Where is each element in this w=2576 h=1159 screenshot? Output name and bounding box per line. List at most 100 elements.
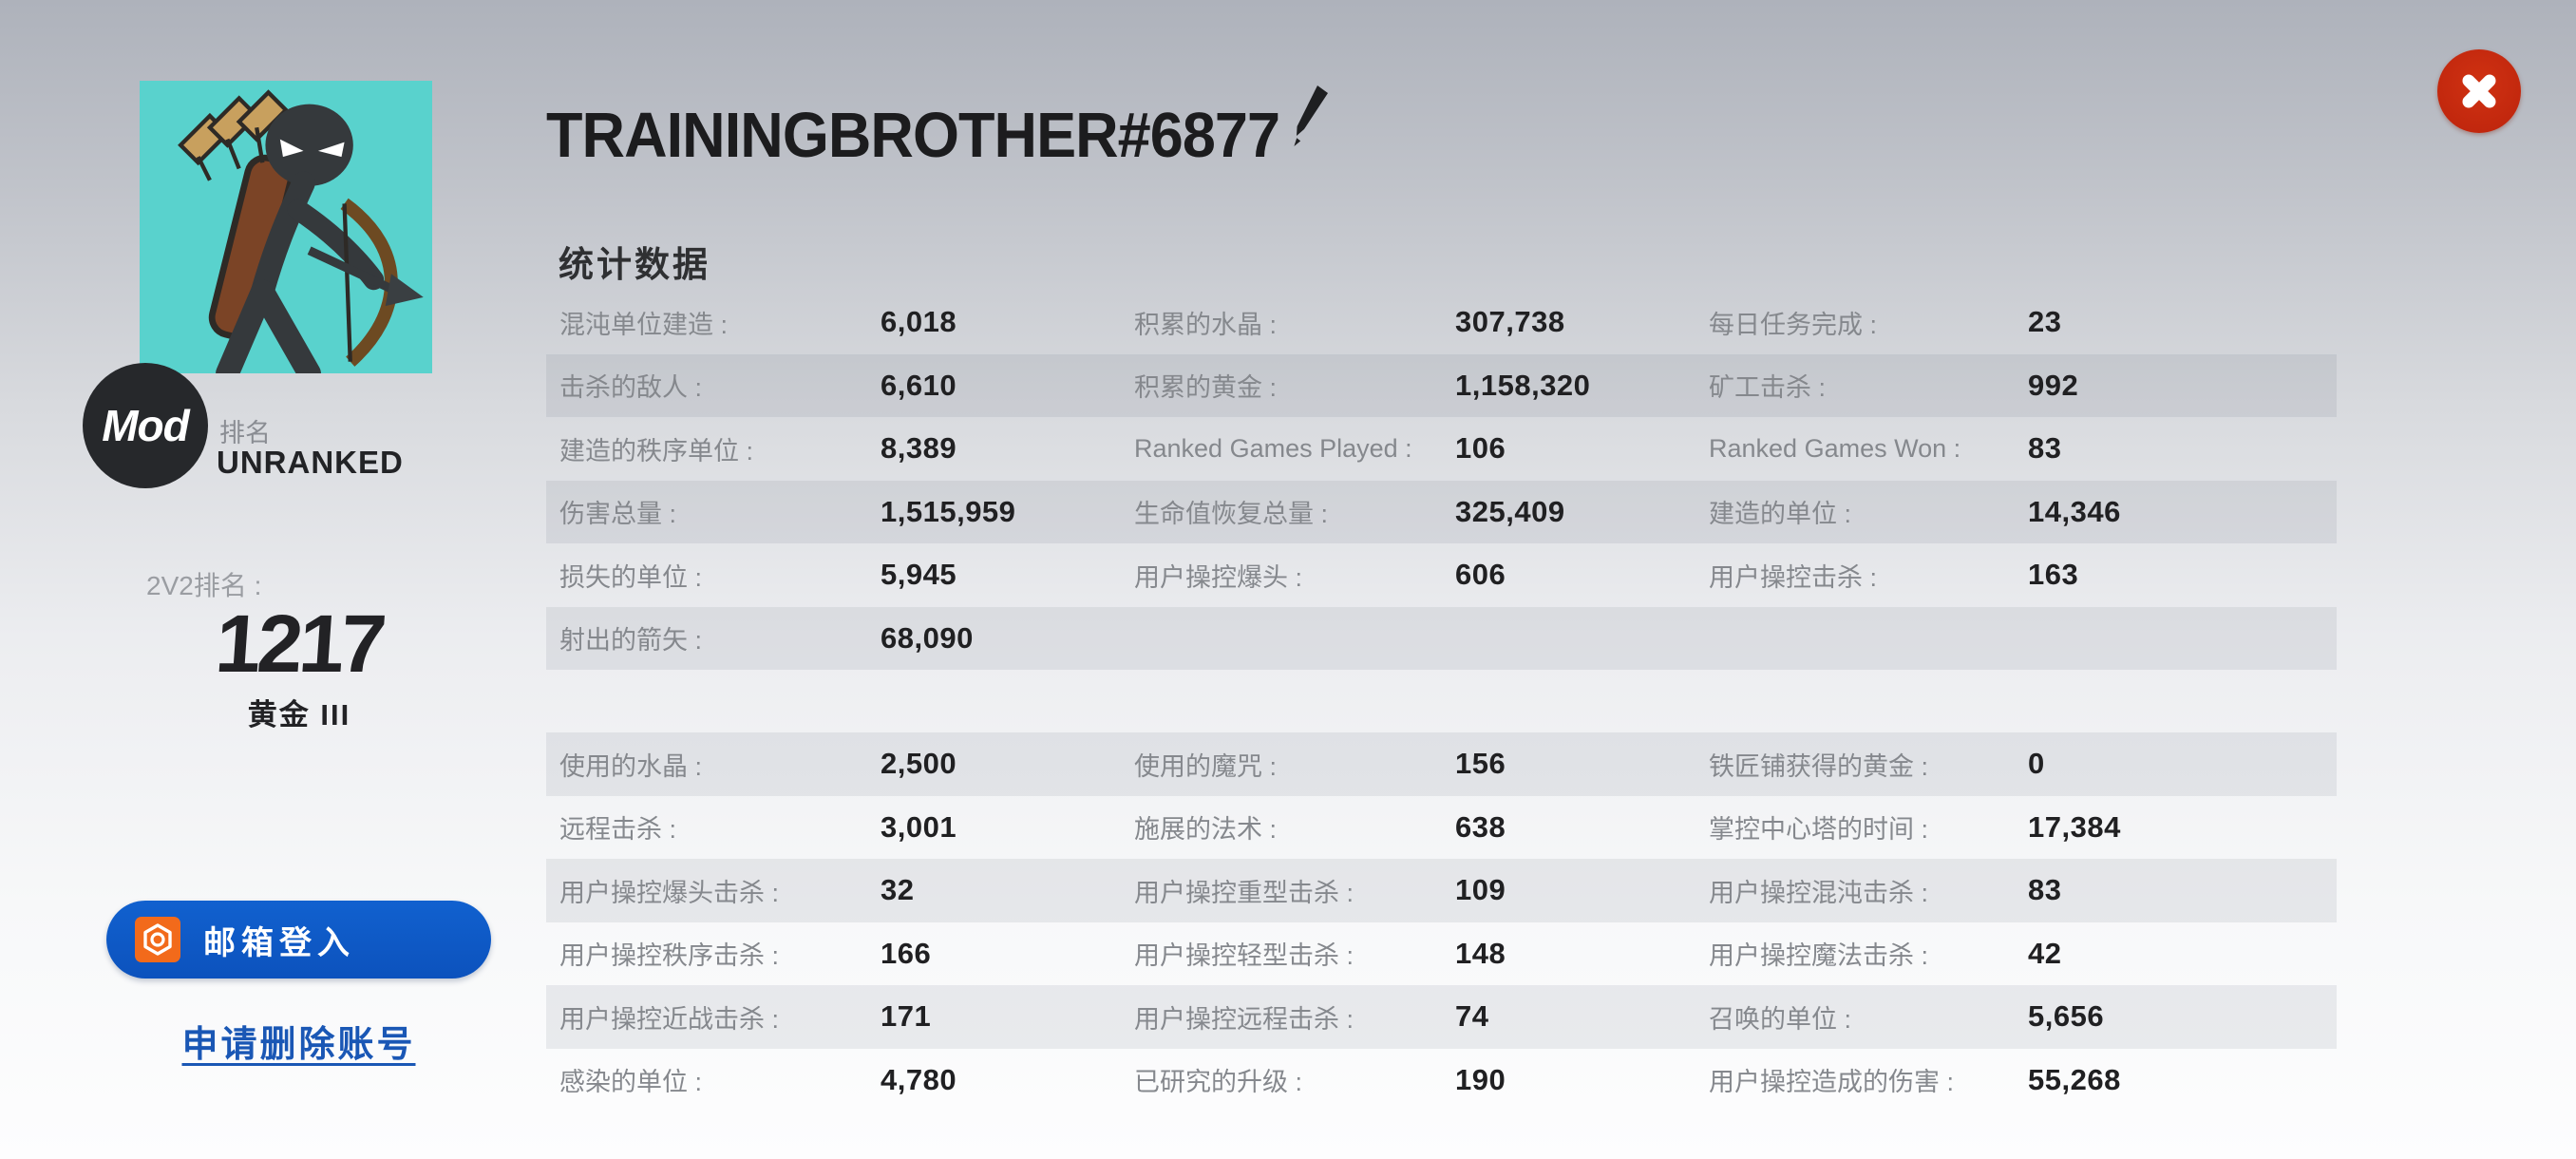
delete-account-link[interactable]: 申请删除账号 xyxy=(181,1025,416,1065)
table-row: 伤害总量 : 1,515,959 生命值恢复总量 : 325,409 建造的单位 : 14… xyxy=(546,480,2337,543)
stat-value: 74 xyxy=(1455,999,1489,1034)
stat-label: 使用的魔咒 : xyxy=(1134,751,1278,781)
stat-label: 混沌单位建造 : xyxy=(559,310,729,339)
stat-label: Ranked Games Won : xyxy=(1709,433,1961,463)
stat-value: 6,610 xyxy=(881,368,957,402)
close-button[interactable] xyxy=(2437,49,2521,133)
stat-value: 1,158,320 xyxy=(1455,368,1591,402)
email-login-button[interactable]: 邮箱登入 xyxy=(106,901,491,978)
stat-label: 铁匠铺获得的黄金 : xyxy=(1709,751,1929,781)
stat-label: 矿工击杀 : xyxy=(1709,373,1827,403)
stat-label: 召唤的单位 : xyxy=(1709,1004,1852,1034)
stat-label: 用户操控远程击杀 : xyxy=(1134,1004,1354,1034)
stat-label: 建造的秩序单位 : xyxy=(559,436,754,466)
stat-label: 用户操控造成的伤害 : xyxy=(1709,1068,1955,1097)
stat-value: 4,780 xyxy=(881,1062,957,1096)
stat-value: 190 xyxy=(1455,1062,1506,1096)
table-row: 使用的水晶 : 2,500 使用的魔咒 : 156 铁匠铺获得的黄金 : 0 xyxy=(546,732,2337,796)
table-row: 击杀的敌人 : 6,610 积累的黄金 : 1,158,320 矿工击杀 : 992 xyxy=(546,353,2337,417)
stats-table-2: 使用的水晶 : 2,500 使用的魔咒 : 156 铁匠铺获得的黄金 : 0 远程击杀 : 3… xyxy=(546,732,2337,1112)
stat-value: 156 xyxy=(1455,747,1506,781)
stat-value: 83 xyxy=(2028,873,2062,907)
table-row: 用户操控秩序击杀 : 166 用户操控轻型击杀 : 148 用户操控魔法击杀 : 42 xyxy=(546,922,2337,986)
table-row: 射出的箭矢 : 68,090 xyxy=(546,606,2337,670)
stat-label: 感染的单位 : xyxy=(559,1068,703,1097)
stat-value: 5,656 xyxy=(2028,999,2105,1034)
stat-label: 掌控中心塔的时间 : xyxy=(1709,815,1929,845)
stats-table-1: 混沌单位建造 : 6,018 积累的水晶 : 307,738 每日任务完成 : 23 击杀的… xyxy=(546,291,2337,670)
stat-label: 积累的黄金 : xyxy=(1134,373,1278,403)
stat-value: 109 xyxy=(1455,873,1506,907)
player-name-title: TRAININGBROTHER#6877 xyxy=(546,100,1280,171)
hexagon-logo-icon xyxy=(143,923,172,956)
table-row: 感染的单位 : 4,780 已研究的升级 : 190 用户操控造成的伤害 : 55,268 xyxy=(546,1049,2337,1112)
rank-label: 排名 xyxy=(219,419,271,447)
rank-value: UNRANKED xyxy=(217,445,404,480)
rank-2v2-value: 1217 xyxy=(212,598,387,690)
stat-value: 6,018 xyxy=(881,305,957,339)
stat-value: 55,268 xyxy=(2028,1062,2121,1096)
stat-value: 992 xyxy=(2028,368,2079,402)
stat-label: 用户操控混沌击杀 : xyxy=(1709,878,1929,907)
stat-label: Ranked Games Played : xyxy=(1134,433,1412,463)
stat-value: 32 xyxy=(881,873,915,907)
stat-label: 积累的水晶 : xyxy=(1134,310,1278,339)
stat-value: 325,409 xyxy=(1455,494,1565,528)
stat-label: 生命值恢复总量 : xyxy=(1134,500,1329,529)
edit-name-pencil-icon[interactable] xyxy=(1284,84,1334,148)
stat-value: 163 xyxy=(2028,558,2079,592)
stat-label: 用户操控重型击杀 : xyxy=(1134,878,1354,907)
rank-tier: 黄金 III xyxy=(247,698,351,732)
stat-label: 用户操控近战击杀 : xyxy=(559,1004,780,1034)
stat-label: 用户操控秩序击杀 : xyxy=(559,941,780,971)
rank-2v2-block: 2V2排名 : 1217 黄金 III xyxy=(142,565,456,733)
table-row: 用户操控近战击杀 : 171 用户操控远程击杀 : 74 召唤的单位 : 5,656 xyxy=(546,985,2337,1049)
stat-value: 14,346 xyxy=(2028,494,2121,528)
email-login-label: 邮箱登入 xyxy=(203,924,355,961)
stat-label: 建造的单位 : xyxy=(1709,500,1852,529)
stat-label: 用户操控爆头 : xyxy=(1134,562,1303,592)
stat-label: 每日任务完成 : xyxy=(1709,310,1878,339)
close-x-icon xyxy=(2462,74,2496,108)
stat-label: 用户操控击杀 : xyxy=(1709,562,1878,592)
stat-value: 83 xyxy=(2028,431,2062,466)
stat-label: 用户操控爆头击杀 : xyxy=(559,878,780,907)
stat-value: 1,515,959 xyxy=(881,494,1016,528)
table-row: 混沌单位建造 : 6,018 积累的水晶 : 307,738 每日任务完成 : 23 xyxy=(546,291,2337,354)
stat-label: 使用的水晶 : xyxy=(559,751,703,781)
rank-2v2-label: 2V2排名 : xyxy=(146,571,262,600)
avatar xyxy=(140,81,432,386)
stat-value: 0 xyxy=(2028,747,2045,781)
stat-value: 606 xyxy=(1455,558,1506,592)
stickman-archer-avatar xyxy=(140,81,432,386)
statistics-section-title: 统计数据 xyxy=(559,245,710,284)
table-row: 损失的单位 : 5,945 用户操控爆头 : 606 用户操控击杀 : 163 xyxy=(546,543,2337,607)
stat-value: 307,738 xyxy=(1455,305,1565,339)
stat-label: 已研究的升级 : xyxy=(1134,1068,1303,1097)
stat-label: 用户操控轻型击杀 : xyxy=(1134,941,1354,971)
stat-value: 42 xyxy=(2028,936,2062,970)
stat-value: 17,384 xyxy=(2028,809,2121,844)
stat-label: 远程击杀 : xyxy=(559,815,677,845)
stat-label: 施展的法术 : xyxy=(1134,815,1278,845)
stat-value: 8,389 xyxy=(881,431,957,466)
mod-badge: Mod xyxy=(83,363,208,488)
stat-value: 171 xyxy=(881,999,932,1034)
stat-value: 638 xyxy=(1455,809,1506,844)
table-row: 用户操控爆头击杀 : 32 用户操控重型击杀 : 109 用户操控混沌击杀 : 83 xyxy=(546,859,2337,922)
stat-value: 68,090 xyxy=(881,620,974,655)
email-login-icon xyxy=(135,917,180,962)
stat-value: 23 xyxy=(2028,305,2062,339)
stat-value: 3,001 xyxy=(881,809,957,844)
stat-label: 损失的单位 : xyxy=(559,562,703,592)
stat-label: 射出的箭矢 : xyxy=(559,626,703,656)
stat-value: 148 xyxy=(1455,936,1506,970)
mod-badge-label: Mod xyxy=(102,401,190,450)
stat-label: 击杀的敌人 : xyxy=(559,373,703,403)
stat-label: 伤害总量 : xyxy=(559,500,677,529)
table-row: 远程击杀 : 3,001 施展的法术 : 638 掌控中心塔的时间 : 17,384 xyxy=(546,796,2337,860)
stat-value: 5,945 xyxy=(881,558,957,592)
table-row: 建造的秩序单位 : 8,389 Ranked Games Played : 106 Ra… xyxy=(546,417,2337,481)
stat-value: 2,500 xyxy=(881,747,957,781)
stat-value: 166 xyxy=(881,936,932,970)
